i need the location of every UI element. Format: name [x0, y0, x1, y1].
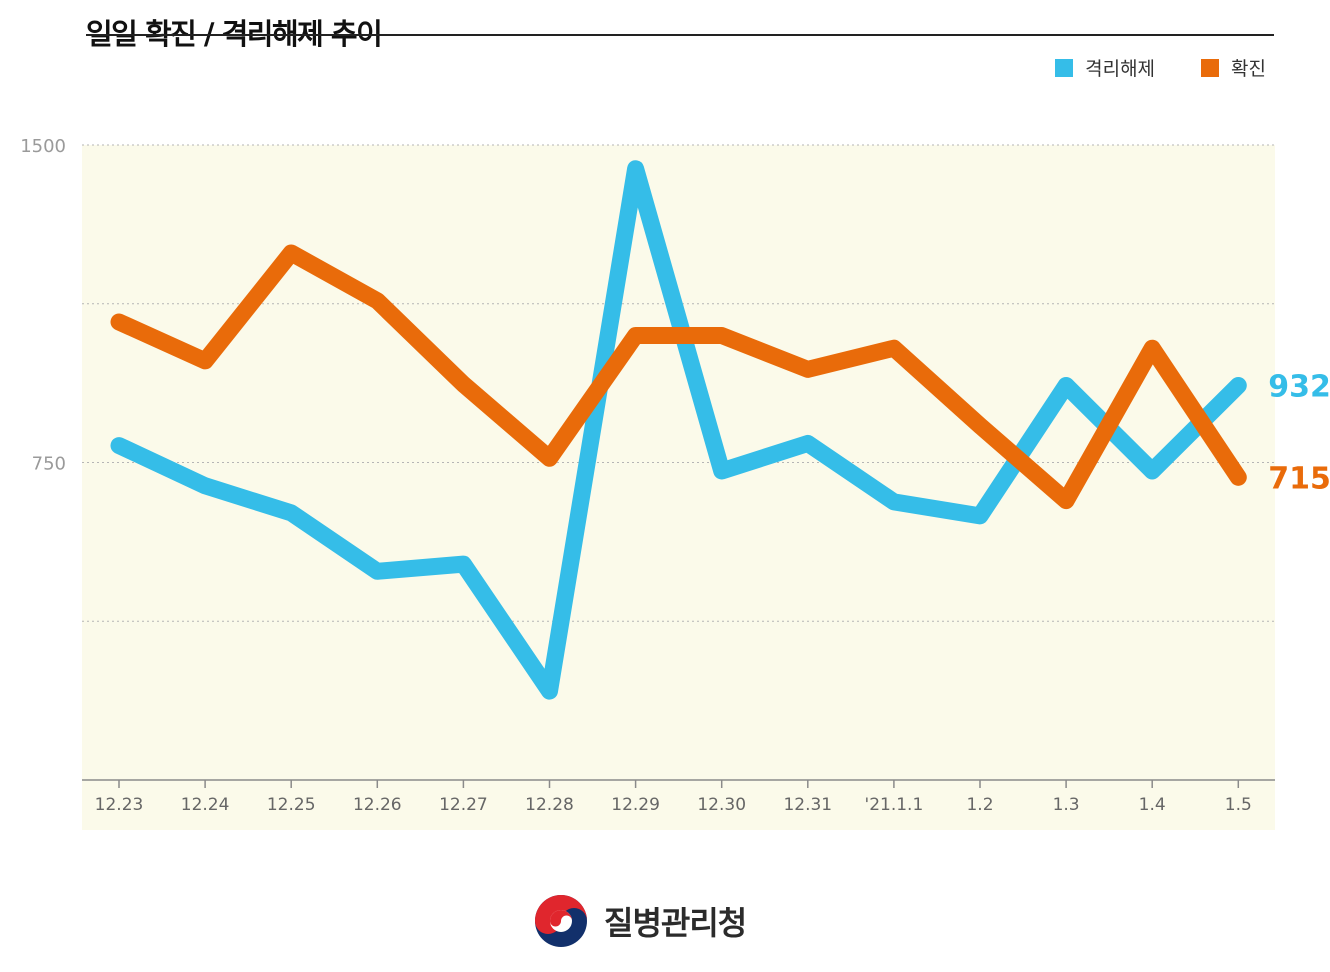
legend-swatch-release: [1055, 58, 1074, 77]
data-point: [721, 470, 723, 472]
data-point: [893, 347, 895, 349]
data-point: [204, 485, 206, 487]
data-point: [635, 168, 637, 170]
title-rule: [86, 34, 1274, 36]
series-line-release: [110, 160, 1247, 700]
data-point: [979, 515, 981, 517]
data-point: [290, 252, 292, 254]
data-point: [462, 563, 464, 565]
data-point: [979, 425, 981, 427]
data-point: [807, 442, 809, 444]
x-tick-label: 12.23: [95, 795, 144, 815]
y-tick-label: 750: [32, 454, 66, 475]
data-point: [1237, 384, 1239, 386]
x-tick-label: 12.28: [525, 795, 574, 815]
data-point: [549, 690, 551, 692]
x-tick-label: 12.24: [181, 795, 230, 815]
x-tick-label: 12.30: [697, 795, 746, 815]
x-tick-label: 1.3: [1053, 795, 1080, 815]
legend-label-confirmed: 확진: [1231, 58, 1266, 80]
data-point: [118, 445, 120, 447]
data-point: [1065, 384, 1067, 386]
end-value-label: 715: [1268, 461, 1330, 496]
legend: 격리해제 확진: [1055, 54, 1266, 81]
data-point: [721, 335, 723, 337]
data-point: [462, 383, 464, 385]
end-value-label: 932: [1268, 369, 1330, 404]
x-tick-label: 1.4: [1139, 795, 1166, 815]
data-point: [376, 300, 378, 302]
data-point: [893, 501, 895, 503]
data-point: [290, 512, 292, 514]
data-point: [376, 570, 378, 572]
line-chart: 750 1500 12.23 12.24 12.25 12.26 12.27 12.28 12.…: [20, 136, 1330, 830]
x-tick-label: '21.1.1: [865, 795, 924, 815]
legend-swatch-confirmed: [1201, 58, 1220, 77]
legend-label-release: 격리해제: [1085, 58, 1156, 80]
legend-item-confirmed: 확진: [1201, 54, 1266, 81]
agency-logo: 질병관리청: [532, 892, 747, 950]
data-point: [549, 457, 551, 459]
data-point: [807, 368, 809, 370]
data-point: [1065, 500, 1067, 502]
taegeuk-emblem-icon: [535, 895, 587, 947]
x-tick-label: 12.27: [439, 795, 488, 815]
x-tick-label: 12.29: [611, 795, 660, 815]
plot-background: [82, 145, 1275, 830]
data-point: [204, 360, 206, 362]
data-point: [1237, 476, 1239, 478]
data-point: [1151, 470, 1153, 472]
data-point: [1151, 347, 1153, 349]
x-tick-label: 1.2: [966, 795, 993, 815]
x-tick-label: 12.26: [353, 795, 402, 815]
data-point: [635, 335, 637, 337]
y-tick-label: 1500: [20, 136, 66, 157]
series-line-confirmed: [110, 244, 1247, 510]
x-tick-label: 12.25: [267, 795, 316, 815]
legend-item-release: 격리해제: [1055, 54, 1155, 81]
x-tick-label: 12.31: [783, 795, 832, 815]
x-tick-label: 1.5: [1225, 795, 1252, 815]
agency-name: 질병관리청: [604, 904, 747, 942]
data-point: [118, 321, 120, 323]
